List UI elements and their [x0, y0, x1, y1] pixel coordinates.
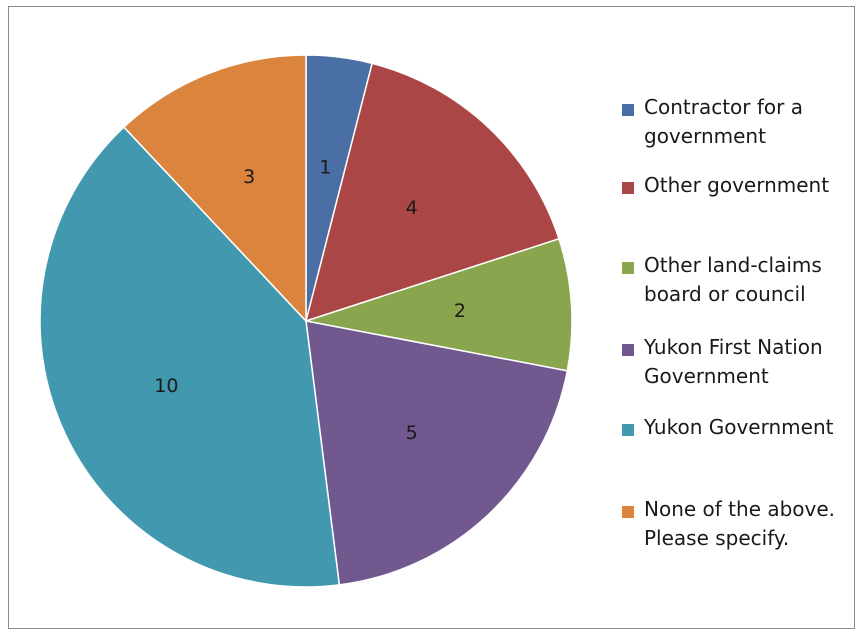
legend-label: Yukon Government: [644, 415, 834, 439]
pie-slice: [305, 320, 569, 586]
legend-swatch: [622, 506, 634, 518]
slice-value-label: 3: [243, 166, 255, 188]
legend-item-yukon-government: Yukon Government: [622, 413, 854, 442]
pie-slice: [304, 62, 560, 323]
legend-item-none-of-the-above: None of the above. Please specify.: [622, 495, 854, 553]
legend-swatch: [622, 262, 634, 274]
slice-value-label: 2: [454, 300, 466, 322]
legend-label: Other government: [644, 173, 830, 197]
legend-label: Other land-claims board or council: [644, 253, 822, 306]
chart-frame: 1 4 2 5 10 3 Contractor for a government Othe…: [8, 6, 855, 629]
legend-item-land-claims: Other land-claims board or council: [622, 251, 854, 309]
slice-value-label: 4: [406, 197, 418, 219]
legend-label: Contractor for a government: [644, 95, 803, 148]
pie-chart: 1 4 2 5 10 3: [39, 54, 573, 588]
legend-swatch: [622, 424, 634, 436]
slice-value-label: 5: [406, 422, 418, 444]
legend-label: None of the above. Please specify.: [644, 497, 836, 550]
legend-swatch: [622, 344, 634, 356]
legend-item-yukon-first-nation: Yukon First Nation Government: [622, 333, 854, 391]
legend-label: Yukon First Nation Government: [644, 335, 823, 388]
legend-item-other-government: Other government: [622, 171, 854, 200]
slice-value-label: 10: [154, 375, 178, 397]
legend-swatch: [622, 182, 634, 194]
slice-value-label: 1: [319, 156, 331, 178]
legend-swatch: [622, 104, 634, 116]
legend-item-contractor: Contractor for a government: [622, 93, 854, 151]
pie-slice: [305, 237, 573, 372]
pie-slice: [39, 126, 341, 588]
pie-slice: [122, 54, 307, 323]
